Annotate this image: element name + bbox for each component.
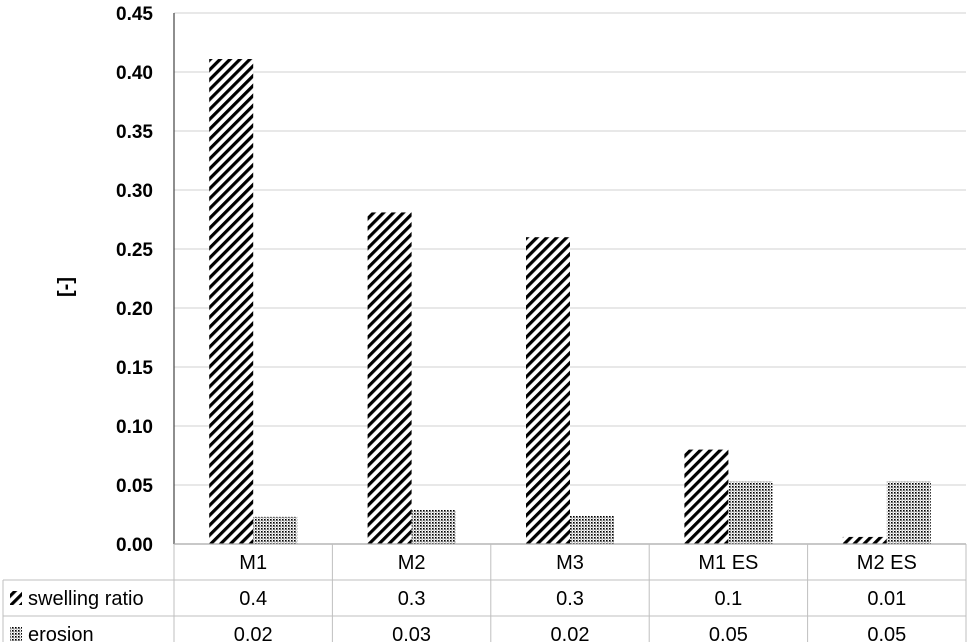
y-tick-label: 0.00 bbox=[116, 535, 153, 556]
bar-erosion bbox=[253, 516, 298, 544]
bar-erosion bbox=[570, 515, 614, 544]
y-tick-label: 0.05 bbox=[116, 476, 153, 497]
y-axis-ticks: 0.00 0.05 0.10 0.15 0.20 0.25 0.30 0.35 0.40 0.45 bbox=[116, 4, 153, 556]
table-cell-value: 0.05 bbox=[867, 624, 906, 642]
y-tick-label: 0.45 bbox=[116, 4, 153, 25]
table-cell-value: 0.3 bbox=[398, 588, 426, 610]
y-tick-label: 0.40 bbox=[116, 63, 153, 84]
bar-erosion bbox=[411, 509, 456, 544]
x-category-label: M2 bbox=[398, 552, 426, 574]
y-tick-label: 0.35 bbox=[116, 122, 153, 143]
x-category-label: M1 bbox=[239, 552, 267, 574]
bar-swelling-ratio bbox=[526, 237, 570, 544]
legend-label: erosion bbox=[28, 624, 94, 642]
bar-swelling-ratio bbox=[209, 59, 254, 545]
table-cell-value: 0.1 bbox=[714, 588, 742, 610]
y-tick-label: 0.30 bbox=[116, 181, 153, 202]
legend-key-erosion bbox=[10, 627, 22, 641]
x-category-label: M2 ES bbox=[857, 552, 917, 574]
bar-swelling-ratio bbox=[842, 536, 887, 544]
bar-swelling-ratio bbox=[367, 212, 412, 545]
y-axis-label: [-] bbox=[55, 277, 77, 297]
x-category-label: M1 ES bbox=[698, 552, 758, 574]
legend-key-swelling-ratio bbox=[10, 591, 22, 605]
table-cell-value: 0.3 bbox=[556, 588, 584, 610]
table-cell-value: 0.4 bbox=[239, 588, 267, 610]
data-table: M1 M2 M3 M1 ES M2 ES swelling ratio 0.4 0.3 0.3 0… bbox=[2, 543, 967, 642]
table-cell-value: 0.05 bbox=[709, 624, 748, 642]
y-tick-label: 0.25 bbox=[116, 240, 153, 261]
bar-erosion bbox=[728, 481, 773, 544]
bars bbox=[209, 59, 931, 545]
table-cell-value: 0.03 bbox=[392, 624, 431, 642]
table-cell-value: 0.02 bbox=[234, 624, 273, 642]
y-tick-label: 0.20 bbox=[116, 299, 153, 320]
bar-erosion bbox=[886, 481, 931, 544]
bar-swelling-ratio bbox=[684, 449, 729, 544]
y-tick-label: 0.10 bbox=[116, 417, 153, 438]
table-cell-value: 0.02 bbox=[551, 624, 590, 642]
legend-label: swelling ratio bbox=[28, 588, 144, 610]
x-category-label: M3 bbox=[556, 552, 584, 574]
table-cell-value: 0.01 bbox=[867, 588, 906, 610]
y-tick-label: 0.15 bbox=[116, 358, 153, 379]
